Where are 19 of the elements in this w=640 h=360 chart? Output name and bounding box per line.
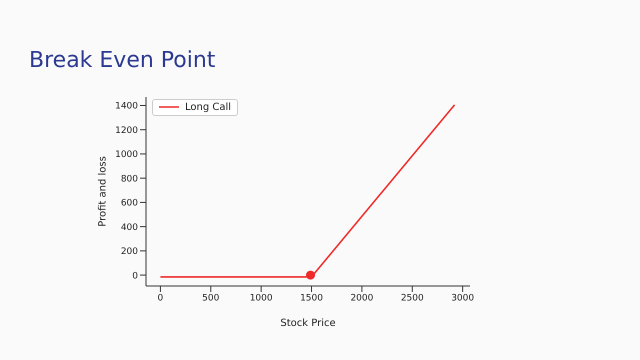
chart-title: Break Even Point: [29, 48, 216, 73]
y-tick-label: 400: [120, 222, 138, 233]
x-tick-label: 0: [158, 293, 164, 304]
y-tick-label: 1000: [115, 150, 138, 160]
x-tick-label: 3000: [451, 293, 474, 304]
y-axis-title: Profit and loss: [98, 156, 109, 227]
y-tick-label: 200: [120, 247, 138, 258]
legend-label: Long Call: [185, 102, 232, 112]
y-tick-label: 0: [132, 271, 138, 282]
x-tick-label: 2000: [350, 293, 374, 304]
y-tick-label: 1400: [115, 102, 138, 112]
y-tick-label: 800: [120, 174, 138, 184]
y-tick-label: 1200: [115, 126, 138, 136]
x-tick-label: 2500: [400, 293, 424, 304]
x-tick-label: 1000: [250, 293, 273, 304]
x-tick-label: 1500: [300, 293, 324, 304]
x-tick-label: 500: [202, 293, 220, 304]
y-tick-label: 600: [120, 198, 138, 209]
x-axis-title: Stock Price: [280, 318, 336, 329]
